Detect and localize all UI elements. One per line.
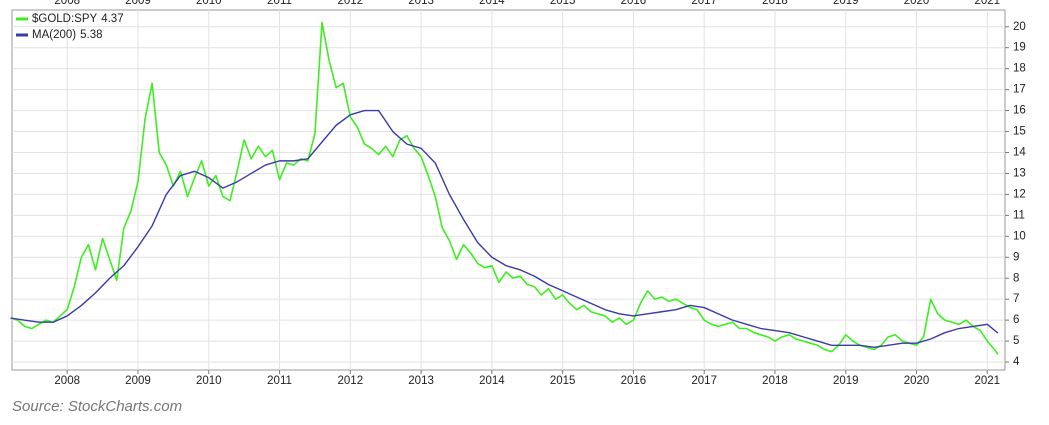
x-tick-label: 2016 xyxy=(621,375,647,387)
y-tick-label: 9 xyxy=(1013,251,1019,263)
y-tick-label: 13 xyxy=(1013,167,1026,179)
x-tick-label-top: 2015 xyxy=(550,0,576,7)
y-tick-label: 18 xyxy=(1013,63,1026,75)
x-tick-label-top: 2013 xyxy=(408,0,434,7)
x-tick-label: 2015 xyxy=(550,375,576,387)
x-tick-label-top: 2021 xyxy=(975,0,1001,7)
y-tick-label: 17 xyxy=(1013,84,1026,96)
x-tick-label: 2011 xyxy=(267,375,292,387)
y-tick-label: 16 xyxy=(1013,105,1026,117)
x-tick-label-top: 2016 xyxy=(621,0,647,7)
x-tick-label: 2010 xyxy=(196,375,222,387)
x-tick-label: 2013 xyxy=(408,375,434,387)
x-tick-label: 2020 xyxy=(904,375,930,387)
x-tick-label: 2012 xyxy=(338,375,364,387)
y-tick-label: 6 xyxy=(1013,314,1019,326)
series-line xyxy=(10,109,999,349)
x-tick-label-top: 2019 xyxy=(833,0,859,7)
x-tick-label: 2017 xyxy=(691,375,717,387)
x-tick-label-top: 2011 xyxy=(267,0,292,7)
y-tick-label: 12 xyxy=(1013,188,1026,200)
y-tick-label: 10 xyxy=(1013,230,1026,242)
x-tick-label: 2014 xyxy=(479,375,505,387)
x-tick-label: 2019 xyxy=(833,375,859,387)
y-tick-label: 19 xyxy=(1013,42,1026,54)
x-tick-label-top: 2010 xyxy=(196,0,222,7)
x-tick-label: 2009 xyxy=(125,375,151,387)
plot-area xyxy=(11,9,1006,371)
y-tick-label: 7 xyxy=(1013,293,1019,305)
legend-label: MA(200) xyxy=(32,29,76,41)
y-tick-label: 8 xyxy=(1013,272,1019,284)
y-tick-label: 11 xyxy=(1013,209,1025,221)
x-tick-label-top: 2018 xyxy=(762,0,788,7)
y-tick-label: 14 xyxy=(1013,147,1026,159)
y-tick-label: 4 xyxy=(1013,356,1020,368)
source-note: Source: StockCharts.com xyxy=(12,398,182,415)
x-tick-label-top: 2008 xyxy=(54,0,80,7)
x-tick-label-top: 2012 xyxy=(338,0,364,7)
x-tick-label-top: 2020 xyxy=(904,0,930,7)
legend-label: $GOLD:SPY xyxy=(32,13,98,25)
legend-last-value: 4.37 xyxy=(101,13,123,25)
x-tick-label-top: 2017 xyxy=(691,0,717,7)
y-tick-label: 5 xyxy=(1013,335,1019,347)
x-tick-label-top: 2009 xyxy=(125,0,151,7)
y-tick-label: 20 xyxy=(1013,21,1026,33)
x-tick-label: 2018 xyxy=(762,375,788,387)
legend-last-value: 5.38 xyxy=(80,29,102,41)
x-tick-label: 2021 xyxy=(975,375,1001,387)
y-tick-label: 15 xyxy=(1013,126,1026,138)
x-tick-label: 2008 xyxy=(54,375,80,387)
x-tick-label-top: 2014 xyxy=(479,0,505,7)
